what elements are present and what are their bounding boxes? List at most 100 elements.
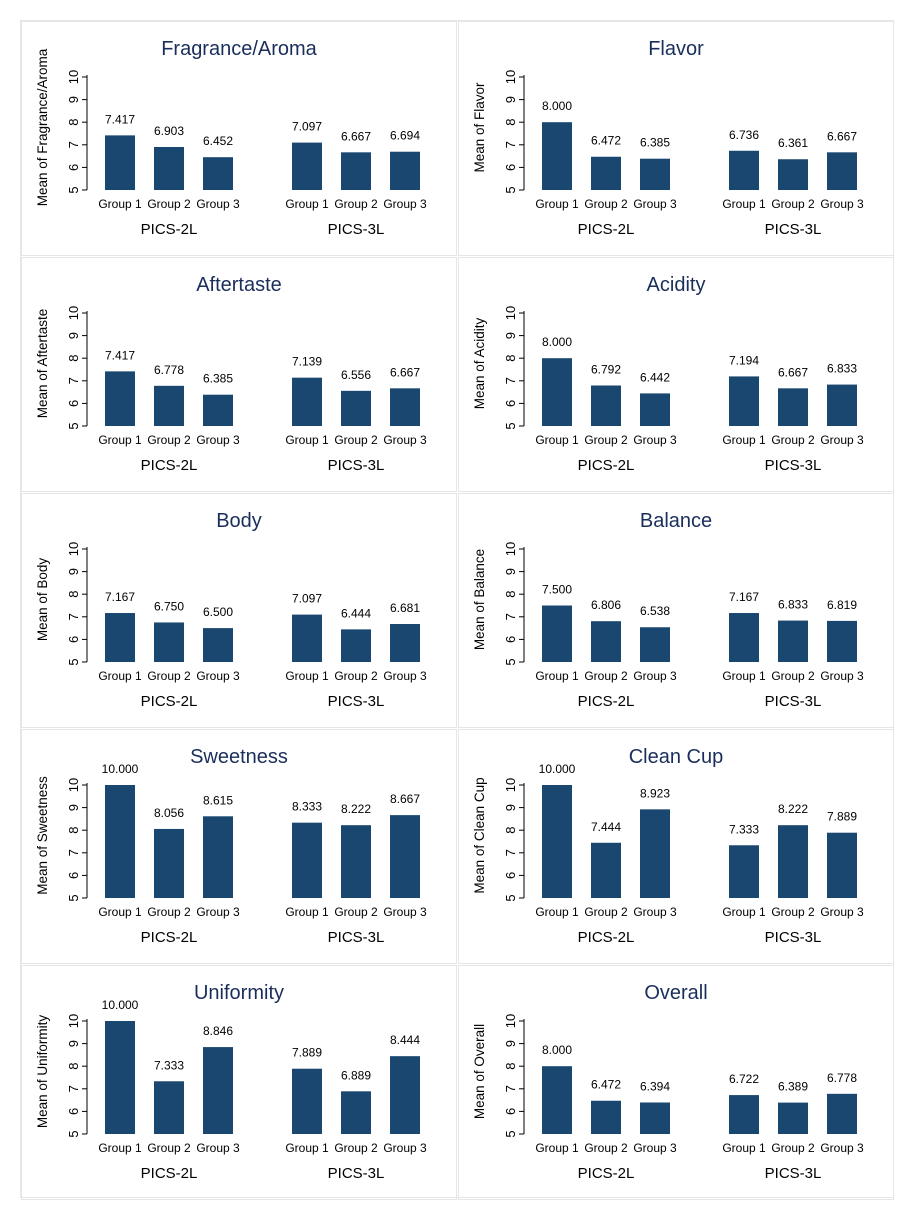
group-label: Group 1 bbox=[535, 905, 579, 919]
panel-border bbox=[458, 729, 894, 964]
group-label: Group 3 bbox=[820, 197, 864, 211]
bar-value-label: 6.833 bbox=[827, 362, 857, 376]
bar-value-label: 6.538 bbox=[640, 604, 670, 618]
bar bbox=[292, 142, 322, 190]
chart-svg-9: Uniformity Mean of Uniformity 5 6 7 8 9 10 10.00… bbox=[21, 965, 457, 1200]
bar-value-label: 6.681 bbox=[390, 601, 420, 615]
bar bbox=[292, 614, 322, 662]
chart-svg-10: Overall Mean of Overall 5 6 7 8 9 10 8.000 Group … bbox=[458, 965, 894, 1200]
group-label: Group 1 bbox=[98, 433, 142, 447]
chart-panel-5: Body Mean of Body 5 6 7 8 9 10 7.167 Group 1 6.750… bbox=[21, 493, 457, 728]
bar-value-label: 8.333 bbox=[292, 800, 322, 814]
group-label: Group 1 bbox=[722, 669, 766, 683]
y-tick-label: 6 bbox=[66, 1108, 81, 1115]
y-axis-label: Mean of Acidity bbox=[472, 317, 487, 409]
chart-svg-2: Flavor Mean of Flavor 5 6 7 8 9 10 8.000 Group 1 6… bbox=[458, 21, 894, 256]
y-tick-label: 7 bbox=[503, 613, 518, 620]
group-label: Group 3 bbox=[820, 1141, 864, 1155]
bar bbox=[203, 394, 233, 426]
bar-value-label: 6.500 bbox=[203, 605, 233, 619]
y-tick-label: 10 bbox=[66, 1014, 81, 1028]
y-axis-label: Mean of Flavor bbox=[472, 82, 487, 173]
panel-label: PICS-3L bbox=[328, 1165, 385, 1182]
bar-value-label: 6.750 bbox=[154, 599, 184, 613]
chart-panel-10: Overall Mean of Overall 5 6 7 8 9 10 8.000 Group … bbox=[458, 965, 894, 1200]
bar-value-label: 8.667 bbox=[390, 792, 420, 806]
group-label: Group 1 bbox=[722, 433, 766, 447]
group-label: Group 3 bbox=[633, 433, 677, 447]
panel-label: PICS-2L bbox=[141, 457, 198, 474]
panel-border bbox=[21, 21, 457, 256]
y-tick-label: 6 bbox=[503, 872, 518, 879]
group-label: Group 1 bbox=[98, 1141, 142, 1155]
bar bbox=[390, 1056, 420, 1134]
group-label: Group 3 bbox=[633, 1141, 677, 1155]
chart-title: Body bbox=[216, 510, 262, 532]
panel-label: PICS-3L bbox=[328, 929, 385, 946]
group-label: Group 2 bbox=[147, 1141, 191, 1155]
bar bbox=[778, 388, 808, 426]
bar bbox=[729, 845, 759, 898]
bar bbox=[640, 393, 670, 426]
bar bbox=[542, 1066, 572, 1134]
bar bbox=[154, 385, 184, 426]
y-tick-label: 5 bbox=[503, 422, 518, 429]
panel-label: PICS-2L bbox=[141, 1165, 198, 1182]
bar bbox=[341, 152, 371, 190]
bar-value-label: 10.000 bbox=[102, 998, 139, 1012]
panel-border bbox=[21, 729, 457, 964]
group-label: Group 1 bbox=[722, 1141, 766, 1155]
bar bbox=[778, 159, 808, 190]
group-label: Group 3 bbox=[196, 669, 240, 683]
chart-title: Uniformity bbox=[194, 982, 284, 1004]
bar-value-label: 6.667 bbox=[778, 365, 808, 379]
group-label: Group 3 bbox=[820, 669, 864, 683]
group-label: Group 3 bbox=[196, 197, 240, 211]
group-label: Group 1 bbox=[535, 433, 579, 447]
group-label: Group 2 bbox=[584, 905, 628, 919]
bar-value-label: 7.167 bbox=[105, 590, 135, 604]
bar-value-label: 6.903 bbox=[154, 124, 184, 138]
bar bbox=[729, 613, 759, 662]
chart-svg-1: Fragrance/Aroma Mean of Fragrance/Aroma 5 6… bbox=[21, 21, 457, 256]
bar-value-label: 7.333 bbox=[729, 822, 759, 836]
bar-value-label: 7.500 bbox=[542, 583, 572, 597]
y-axis-label: Mean of Clean Cup bbox=[472, 777, 487, 893]
bar bbox=[105, 785, 135, 898]
bar-value-label: 7.333 bbox=[154, 1058, 184, 1072]
group-label: Group 2 bbox=[147, 669, 191, 683]
bar bbox=[105, 613, 135, 662]
bar bbox=[542, 785, 572, 898]
panel-border bbox=[458, 257, 894, 492]
y-tick-label: 6 bbox=[66, 872, 81, 879]
group-label: Group 2 bbox=[334, 1141, 378, 1155]
y-tick-label: 5 bbox=[66, 186, 81, 193]
bar-value-label: 6.792 bbox=[591, 363, 621, 377]
y-tick-label: 7 bbox=[66, 1085, 81, 1092]
group-label: Group 1 bbox=[535, 197, 579, 211]
panel-border bbox=[458, 965, 894, 1200]
group-label: Group 3 bbox=[633, 669, 677, 683]
bar-value-label: 6.806 bbox=[591, 598, 621, 612]
chart-panel-1: Fragrance/Aroma Mean of Fragrance/Aroma 5 6… bbox=[21, 21, 457, 256]
group-label: Group 2 bbox=[771, 433, 815, 447]
chart-panel-3: Aftertaste Mean of Aftertaste 5 6 7 8 9 10 7.417… bbox=[21, 257, 457, 492]
group-label: Group 2 bbox=[584, 433, 628, 447]
group-label: Group 2 bbox=[771, 197, 815, 211]
panel-label: PICS-2L bbox=[578, 221, 635, 238]
bar-value-label: 6.736 bbox=[729, 128, 759, 142]
panel-border bbox=[21, 257, 457, 492]
bar bbox=[292, 1068, 322, 1134]
y-tick-label: 8 bbox=[66, 119, 81, 126]
panel-border bbox=[21, 493, 457, 728]
bar bbox=[591, 156, 621, 190]
bar-value-label: 6.667 bbox=[341, 129, 371, 143]
group-label: Group 2 bbox=[147, 197, 191, 211]
group-label: Group 2 bbox=[334, 669, 378, 683]
y-tick-label: 6 bbox=[66, 400, 81, 407]
y-tick-label: 10 bbox=[503, 1014, 518, 1028]
bar-value-label: 6.385 bbox=[203, 372, 233, 386]
bar bbox=[203, 157, 233, 190]
y-tick-label: 10 bbox=[66, 70, 81, 84]
y-tick-label: 10 bbox=[503, 778, 518, 792]
